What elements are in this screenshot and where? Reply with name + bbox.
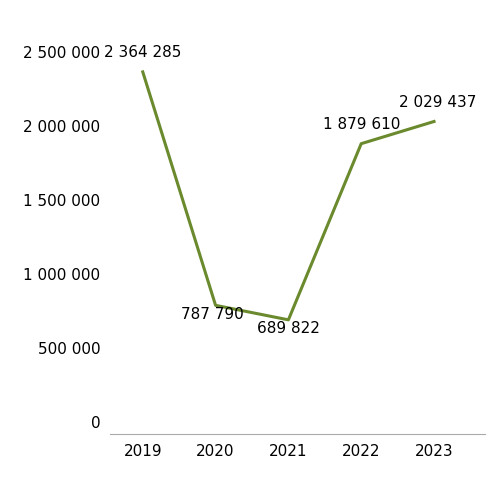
Text: 2 029 437: 2 029 437 — [399, 95, 476, 109]
Text: 787 790: 787 790 — [180, 307, 244, 321]
Text: 1 879 610: 1 879 610 — [322, 117, 400, 132]
Text: 689 822: 689 822 — [257, 321, 320, 336]
Text: 2 364 285: 2 364 285 — [104, 45, 182, 60]
